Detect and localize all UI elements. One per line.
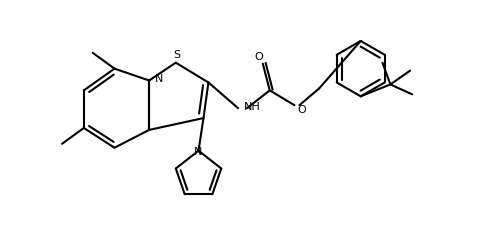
- Text: O: O: [298, 105, 306, 115]
- Text: O: O: [254, 52, 263, 62]
- Text: NH: NH: [244, 102, 261, 112]
- Text: S: S: [173, 50, 181, 60]
- Text: N: N: [194, 147, 203, 157]
- Text: N: N: [155, 73, 163, 84]
